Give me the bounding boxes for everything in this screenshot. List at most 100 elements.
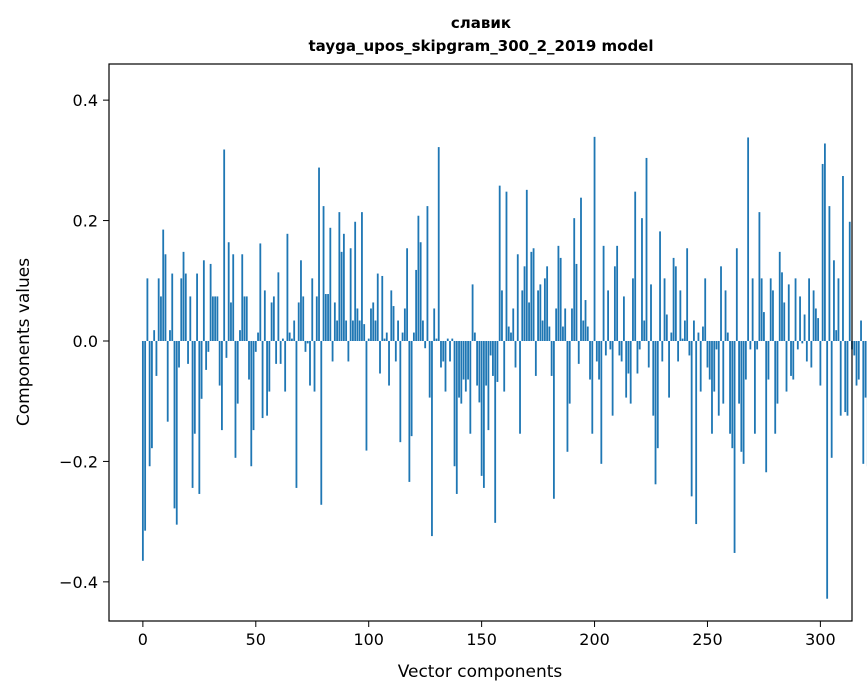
bar: [144, 340, 147, 531]
y-tick-label: 0.4: [73, 91, 98, 110]
bar: [609, 340, 612, 350]
bar: [218, 340, 221, 386]
chart-subtitle: tayga_upos_skipgram_300_2_2019 model: [309, 37, 654, 55]
bar: [681, 338, 684, 341]
bar: [559, 257, 562, 341]
bar: [546, 266, 549, 341]
bars: [141, 136, 867, 599]
bar: [814, 308, 817, 341]
bar: [835, 330, 838, 341]
bar: [839, 340, 842, 416]
bar: [248, 340, 250, 380]
bar: [749, 340, 752, 350]
bar: [211, 296, 214, 341]
x-tick-label: 200: [579, 630, 610, 649]
bar: [735, 248, 738, 341]
bar: [284, 340, 287, 392]
bar: [293, 320, 296, 341]
bar: [304, 340, 307, 352]
bar: [498, 185, 501, 341]
bar: [702, 326, 704, 341]
bar: [819, 340, 822, 386]
bar: [473, 332, 476, 341]
bar: [494, 340, 497, 523]
bar: [744, 340, 747, 380]
bar: [731, 340, 734, 449]
bar: [370, 308, 372, 341]
bar: [523, 266, 526, 341]
bar: [162, 229, 165, 341]
bar: [568, 340, 571, 404]
bar: [589, 340, 591, 380]
bar: [209, 263, 212, 341]
y-tick-label: 0.0: [73, 332, 98, 351]
bar: [808, 278, 810, 341]
bar: [514, 340, 517, 368]
bar: [288, 332, 291, 341]
bar: [763, 312, 765, 341]
bar: [422, 320, 424, 341]
bar: [442, 340, 445, 362]
bar: [196, 273, 198, 341]
bar: [464, 340, 467, 392]
bar: [638, 340, 641, 350]
bar: [221, 340, 223, 431]
bar: [309, 340, 311, 386]
bar: [790, 340, 792, 376]
bar: [363, 324, 366, 341]
y-tick-label: −0.2: [59, 452, 98, 471]
bar: [440, 340, 442, 368]
bar: [726, 332, 729, 341]
bar: [613, 266, 616, 341]
bar: [410, 340, 413, 437]
bar: [505, 191, 508, 341]
bar: [297, 302, 300, 341]
bar: [449, 340, 451, 362]
bar: [803, 314, 806, 341]
bar: [598, 340, 600, 380]
bar: [634, 191, 637, 341]
bar: [796, 340, 799, 350]
bar: [148, 340, 151, 467]
bar: [697, 332, 700, 341]
bar: [462, 340, 465, 380]
bar: [643, 320, 646, 341]
bar: [650, 284, 652, 341]
bar: [679, 290, 682, 341]
y-axis: −0.4 −0.2 0.0 0.2 0.4: [59, 91, 109, 592]
bar: [153, 330, 156, 341]
x-tick-label: 250: [692, 630, 723, 649]
bar: [772, 290, 774, 341]
bar: [180, 278, 183, 341]
bar: [245, 296, 248, 341]
bar: [408, 340, 411, 482]
bar: [327, 294, 329, 341]
bar: [620, 340, 623, 362]
bar: [397, 320, 399, 341]
bar: [663, 278, 666, 341]
bar: [311, 278, 314, 341]
bar: [164, 254, 167, 341]
bar: [175, 340, 178, 525]
bar: [774, 340, 777, 434]
bar: [688, 340, 691, 356]
bar: [778, 251, 781, 341]
bar: [485, 340, 488, 386]
bar: [178, 340, 180, 368]
bar: [616, 245, 619, 341]
bar: [516, 254, 519, 341]
bar: [810, 340, 813, 368]
bar: [157, 278, 160, 341]
bar: [717, 340, 720, 416]
bar: [575, 263, 578, 341]
bar: [785, 340, 788, 392]
bar: [403, 308, 406, 341]
bar: [733, 340, 736, 553]
bar: [652, 340, 655, 416]
bar: [306, 340, 309, 344]
bar: [295, 340, 298, 488]
bar: [216, 296, 219, 341]
bar: [173, 340, 176, 509]
bar: [336, 320, 338, 341]
